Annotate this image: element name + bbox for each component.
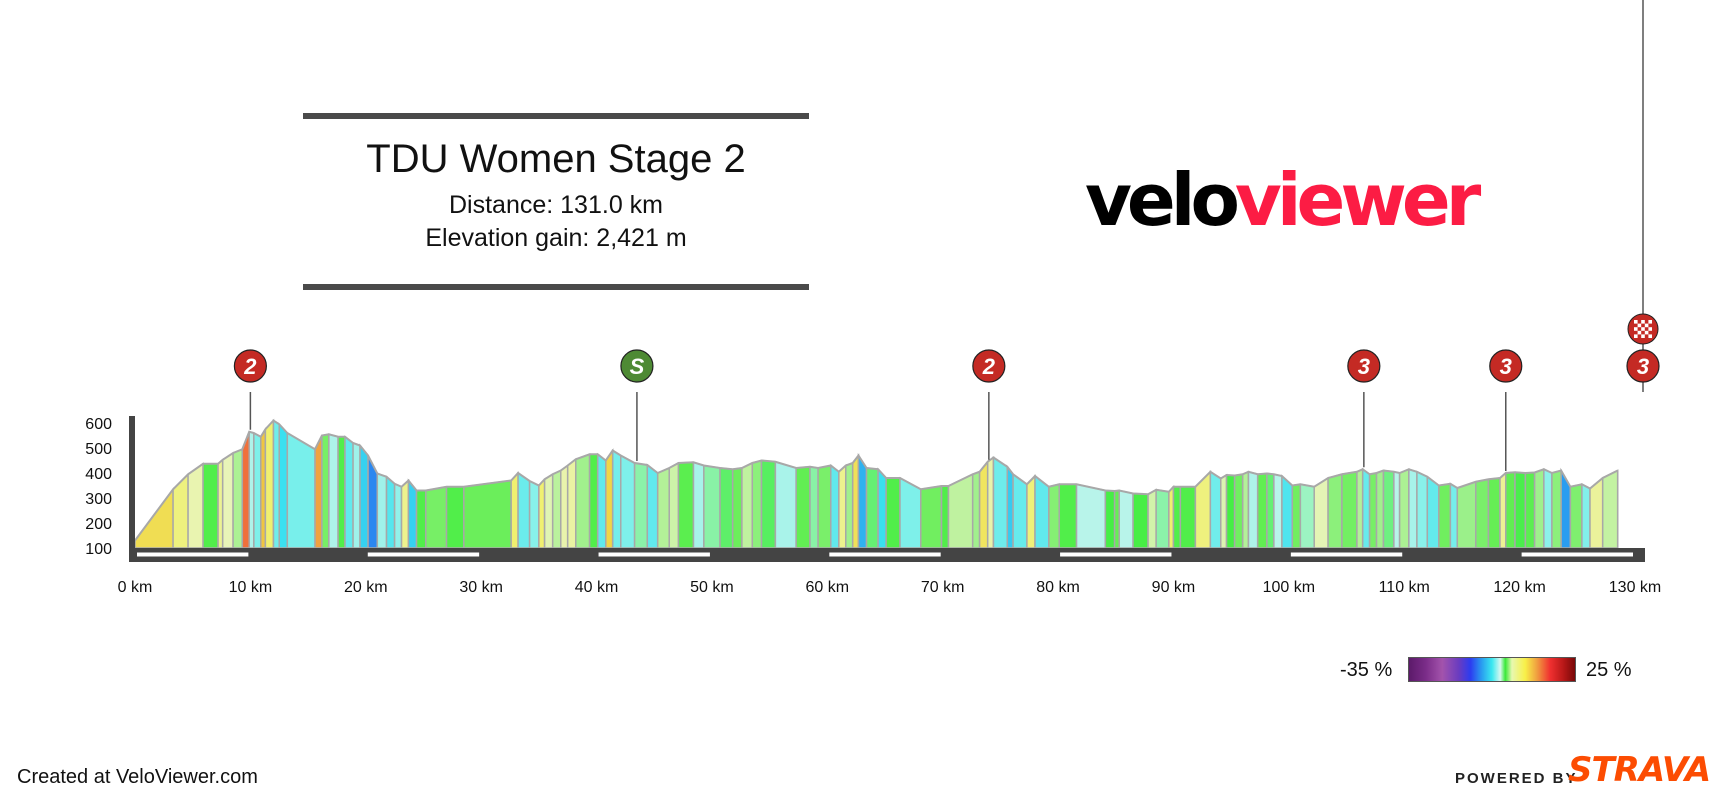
svg-text:80 km: 80 km [1036, 579, 1080, 596]
logo-velo: velo [1085, 158, 1240, 242]
y-axis [129, 416, 135, 556]
y-axis-ticks: 600 500 400 300 200 100 [85, 416, 112, 558]
distance-label: Distance: 131.0 km [449, 191, 663, 219]
veloviewer-logo: veloviewer [1085, 158, 1481, 242]
svg-text:S: S [630, 354, 645, 379]
x-axis-ticks: 0 km 10 km 20 km 30 km 40 km 50 km 60 km 70 km 8… [118, 579, 1662, 596]
svg-text:50 km: 50 km [690, 579, 734, 596]
svg-text:110 km: 110 km [1379, 579, 1430, 596]
title-box: TDU Women Stage 2 Distance: 131.0 km Ele… [303, 113, 809, 290]
profile-area [134, 418, 1619, 549]
svg-text:3: 3 [1358, 354, 1370, 379]
svg-text:300: 300 [85, 491, 112, 508]
svg-text:0 km: 0 km [118, 579, 153, 596]
elevation-gain-label: Elevation gain: 2,421 m [425, 224, 687, 252]
svg-text:10 km: 10 km [229, 579, 273, 596]
stage-title: TDU Women Stage 2 [366, 137, 746, 181]
svg-text:500: 500 [85, 441, 112, 458]
powered-by-label: POWERED BY [1455, 770, 1578, 787]
svg-text:20 km: 20 km [344, 579, 388, 596]
climb-markers: 2 S 2 3 3 3 [233, 0, 1660, 471]
legend-min-label: -35 % [1340, 659, 1393, 681]
svg-text:130 km: 130 km [1609, 579, 1661, 596]
divider-top [303, 113, 809, 119]
svg-text:2: 2 [243, 354, 257, 379]
logo-viewer: viewer [1234, 158, 1481, 242]
svg-text:120 km: 120 km [1493, 579, 1545, 596]
svg-text:400: 400 [85, 466, 112, 483]
svg-text:100 km: 100 km [1263, 579, 1315, 596]
svg-text:2: 2 [982, 354, 996, 379]
svg-text:40 km: 40 km [575, 579, 619, 596]
svg-text:100: 100 [85, 541, 112, 558]
gradient-color-scale [1408, 657, 1576, 682]
svg-text:30 km: 30 km [459, 579, 503, 596]
elevation-profile-chart: 600 500 400 300 200 100 0 km 10 km 20 km 30 km 40… [85, 0, 1662, 596]
svg-text:3: 3 [1500, 354, 1512, 379]
created-at-link[interactable]: Created at VeloViewer.com [17, 766, 258, 788]
svg-text:600: 600 [85, 416, 112, 433]
svg-text:70 km: 70 km [921, 579, 965, 596]
svg-text:90 km: 90 km [1152, 579, 1196, 596]
svg-text:200: 200 [85, 516, 112, 533]
svg-text:60 km: 60 km [806, 579, 850, 596]
svg-text:3: 3 [1637, 354, 1649, 379]
divider-bottom [303, 284, 809, 290]
axis-distance-marks [137, 552, 1633, 557]
legend-max-label: 25 % [1586, 659, 1632, 681]
strava-logo: STRAVA [1568, 750, 1711, 790]
